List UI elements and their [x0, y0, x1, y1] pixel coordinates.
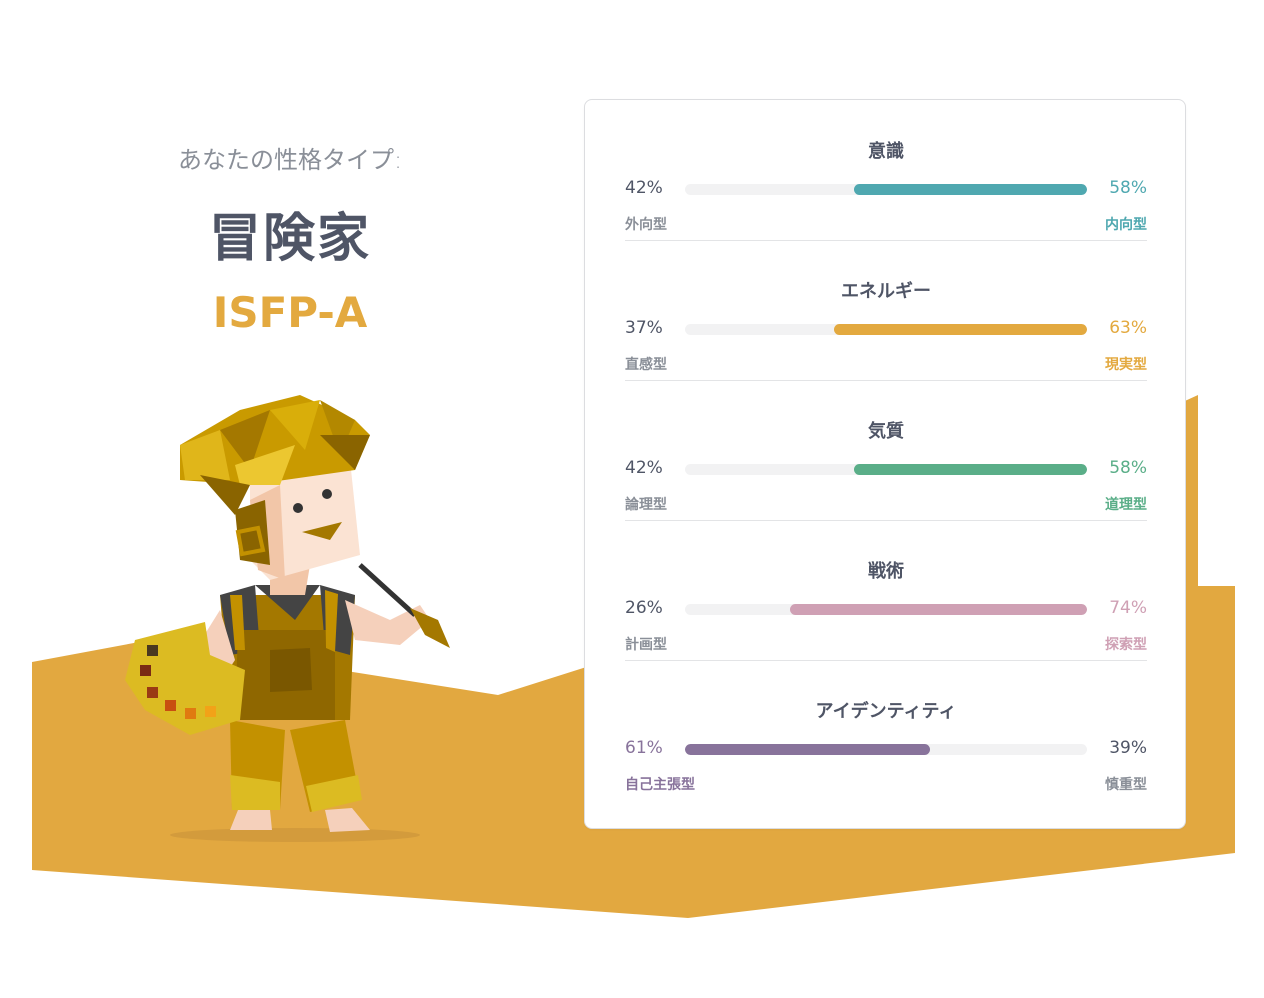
left-trait-name: 計画型 — [625, 637, 667, 653]
right-percent: 58% — [1109, 178, 1147, 198]
trait-mind: 意識 42% 58% 外向型 内向型 — [625, 100, 1147, 240]
trait-tactics: 戦術 26% 74% 計画型 探索型 — [625, 520, 1147, 660]
right-percent: 63% — [1109, 318, 1147, 338]
left-percent: 37% — [625, 318, 663, 338]
trait-bar-fill — [833, 324, 1087, 335]
trait-energy: エネルギー 37% 63% 直感型 現実型 — [625, 240, 1147, 380]
right-trait-name: 現実型 — [1105, 357, 1147, 373]
left-trait-name: 外向型 — [625, 217, 667, 233]
trait-title: 戦術 — [868, 561, 904, 582]
right-percent: 58% — [1109, 458, 1147, 478]
personality-type-code: ISFP-A — [212, 288, 368, 337]
trait-title: アイデンティティ — [815, 701, 957, 722]
personality-type-name: 冒険家 — [208, 209, 371, 269]
trait-bar-fill — [685, 744, 931, 755]
personality-traits-card: 意識 42% 58% 外向型 内向型 エネルギー 37% 63% 直感型 現実型… — [584, 99, 1186, 829]
right-percent: 74% — [1109, 598, 1147, 618]
left-percent: 42% — [625, 178, 663, 198]
personality-type-label: あなたの性格タイプ: — [177, 146, 403, 174]
trait-bar — [685, 744, 1087, 755]
trait-title: 意識 — [868, 141, 904, 162]
trait-identity: アイデンティティ 61% 39% 自己主張型 慎重型 — [625, 660, 1147, 800]
left-trait-name: 自己主張型 — [625, 777, 695, 793]
trait-bar-fill — [789, 604, 1087, 615]
trait-bar — [685, 184, 1087, 195]
right-trait-name: 道理型 — [1105, 497, 1147, 513]
left-percent: 42% — [625, 458, 663, 478]
right-percent: 39% — [1109, 738, 1147, 758]
trait-title: エネルギー — [841, 281, 931, 302]
trait-bar-fill — [853, 464, 1087, 475]
trait-bar-fill — [853, 184, 1087, 195]
trait-bar — [685, 604, 1087, 615]
right-trait-name: 探索型 — [1105, 637, 1147, 653]
trait-bar — [685, 324, 1087, 335]
right-trait-name: 内向型 — [1105, 217, 1147, 233]
left-percent: 61% — [625, 738, 663, 758]
trait-nature: 気質 42% 58% 論理型 道理型 — [625, 380, 1147, 520]
left-percent: 26% — [625, 598, 663, 618]
adventurer-character-illustration — [125, 395, 450, 842]
trait-title: 気質 — [868, 421, 904, 442]
left-trait-name: 論理型 — [625, 497, 667, 513]
left-trait-name: 直感型 — [625, 357, 667, 373]
trait-bar — [685, 464, 1087, 475]
right-trait-name: 慎重型 — [1105, 777, 1147, 793]
